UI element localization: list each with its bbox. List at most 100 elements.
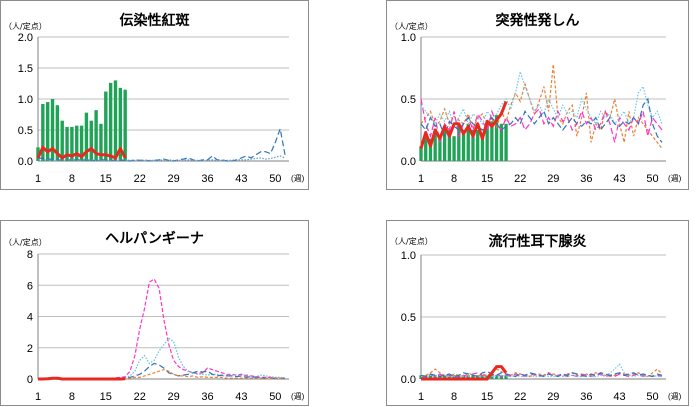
y-tick-label: 8 — [27, 249, 33, 261]
bar — [118, 87, 123, 161]
bar — [504, 375, 508, 379]
current-season-line — [419, 100, 508, 150]
bar — [419, 146, 423, 161]
bar — [480, 136, 485, 161]
x-tick-label: 29 — [547, 173, 559, 185]
bar — [36, 147, 40, 161]
y-tick-label: 1.0 — [401, 32, 416, 44]
y-tick-label: 0.0 — [18, 156, 33, 168]
y-tick-label: 0.5 — [18, 125, 33, 137]
bar — [494, 375, 499, 379]
x-tick-label: 15 — [100, 391, 112, 403]
chart-title: 突発性発しん — [495, 13, 580, 29]
chart-plot: 0 2 4 6 8 1 8 15 22 29 36 43 50 (週) — [27, 249, 305, 403]
chart-title: 流行性耳下腺炎 — [488, 234, 587, 250]
x-tick-label: 36 — [580, 173, 592, 185]
chart-panel-exanthem-subitum: 突発性発しん （人/定点） 0.0 0.5 1.0 1 8 15 22 29 36 43 50 (週) — [386, 0, 689, 190]
y-tick-label: 4 — [27, 312, 33, 324]
x-unit-label: (週) — [668, 392, 682, 401]
bar — [499, 375, 503, 379]
y-tick-label: 2 — [27, 343, 33, 355]
chart-plot: 0.0 0.5 1.0 1.5 2.0 1 8 15 22 29 36 43 50 (週) — [18, 32, 305, 185]
bar — [490, 375, 494, 379]
y-tick-label: 0.0 — [401, 156, 416, 168]
current-season-line — [38, 376, 126, 381]
x-tick-label: 43 — [613, 173, 625, 185]
x-tick-label: 36 — [201, 391, 213, 403]
x-tick-label: 1 — [35, 173, 41, 185]
y-tick-label: 1.0 — [18, 94, 33, 106]
x-unit-label: (週) — [291, 392, 305, 401]
x-tick-label: 22 — [514, 391, 526, 403]
bar — [461, 375, 466, 379]
y-unit-label: （人/定点） — [390, 237, 433, 246]
past-season-line — [37, 126, 286, 162]
bar — [438, 375, 442, 379]
bar — [499, 123, 503, 161]
x-unit-label: (週) — [668, 174, 682, 183]
bar — [104, 91, 108, 161]
y-tick-label: 0.0 — [401, 374, 416, 386]
chart-panel-herpangina: ヘルパンギーナ （人/定点） 0 2 4 6 8 1 8 15 22 29 36 43 50 (週) — [0, 220, 309, 406]
bar — [84, 112, 89, 161]
x-tick-label: 36 — [580, 391, 592, 403]
past-season-line — [420, 370, 663, 378]
chart-panel-mumps: 流行性耳下腺炎 （人/定点） 0.0 0.5 1.0 1 8 15 22 29 36 43 50 (週… — [386, 220, 689, 406]
x-unit-label: (週) — [291, 174, 305, 183]
x-tick-label: 8 — [69, 173, 75, 185]
bar — [438, 136, 442, 161]
x-tick-label: 29 — [167, 173, 179, 185]
bar — [476, 375, 480, 379]
x-tick-label: 43 — [613, 391, 625, 403]
x-tick-label: 50 — [646, 391, 658, 403]
bar — [485, 123, 489, 161]
y-tick-label: 6 — [27, 280, 33, 292]
bar — [424, 375, 428, 379]
x-tick-label: 36 — [201, 173, 213, 185]
y-tick-label: 1.5 — [18, 63, 33, 75]
bar — [433, 128, 437, 161]
bar — [424, 133, 428, 161]
current-season-line — [421, 365, 508, 381]
bar — [494, 115, 499, 161]
bar — [41, 103, 45, 161]
bar — [419, 375, 423, 379]
y-tick-label: 0 — [27, 374, 33, 386]
x-tick-label: 50 — [646, 173, 658, 185]
bar — [442, 127, 447, 161]
past-season-line — [38, 155, 286, 161]
x-tick-label: 22 — [514, 173, 526, 185]
x-tick-label: 8 — [69, 391, 75, 403]
bar — [60, 120, 64, 161]
bar — [447, 375, 452, 379]
x-tick-label: 15 — [100, 173, 112, 185]
chart-plot: 0.0 0.5 1.0 1 8 15 22 29 36 43 50 (週) — [401, 250, 682, 403]
bar — [65, 126, 69, 161]
x-tick-label: 15 — [481, 173, 493, 185]
bar — [70, 126, 74, 161]
past-season-line — [38, 278, 285, 379]
y-tick-label: 0.5 — [401, 94, 416, 106]
bar — [45, 102, 50, 161]
x-tick-label: 29 — [547, 391, 559, 403]
bar — [55, 105, 60, 161]
bar — [94, 110, 98, 161]
chart-panel-fifth-disease: 伝染性紅斑 （人/定点） 0.0 0.5 1.0 1.5 2.0 1 8 15 22 29 36 43… — [0, 0, 309, 190]
bar — [447, 130, 452, 161]
x-tick-label: 1 — [418, 173, 424, 185]
bar — [490, 121, 494, 161]
x-tick-label: 50 — [269, 173, 281, 185]
y-tick-label: 2.0 — [18, 32, 33, 44]
x-tick-label: 50 — [269, 391, 281, 403]
bar — [442, 375, 447, 379]
bar — [476, 130, 480, 161]
bar — [428, 375, 433, 379]
past-season-line — [420, 69, 663, 128]
y-tick-label: 1.0 — [401, 250, 416, 262]
bar — [108, 82, 113, 161]
bar — [504, 123, 508, 161]
x-tick-label: 1 — [418, 391, 424, 403]
x-tick-label: 15 — [481, 391, 493, 403]
past-season-line — [38, 362, 285, 380]
bar — [433, 375, 437, 379]
